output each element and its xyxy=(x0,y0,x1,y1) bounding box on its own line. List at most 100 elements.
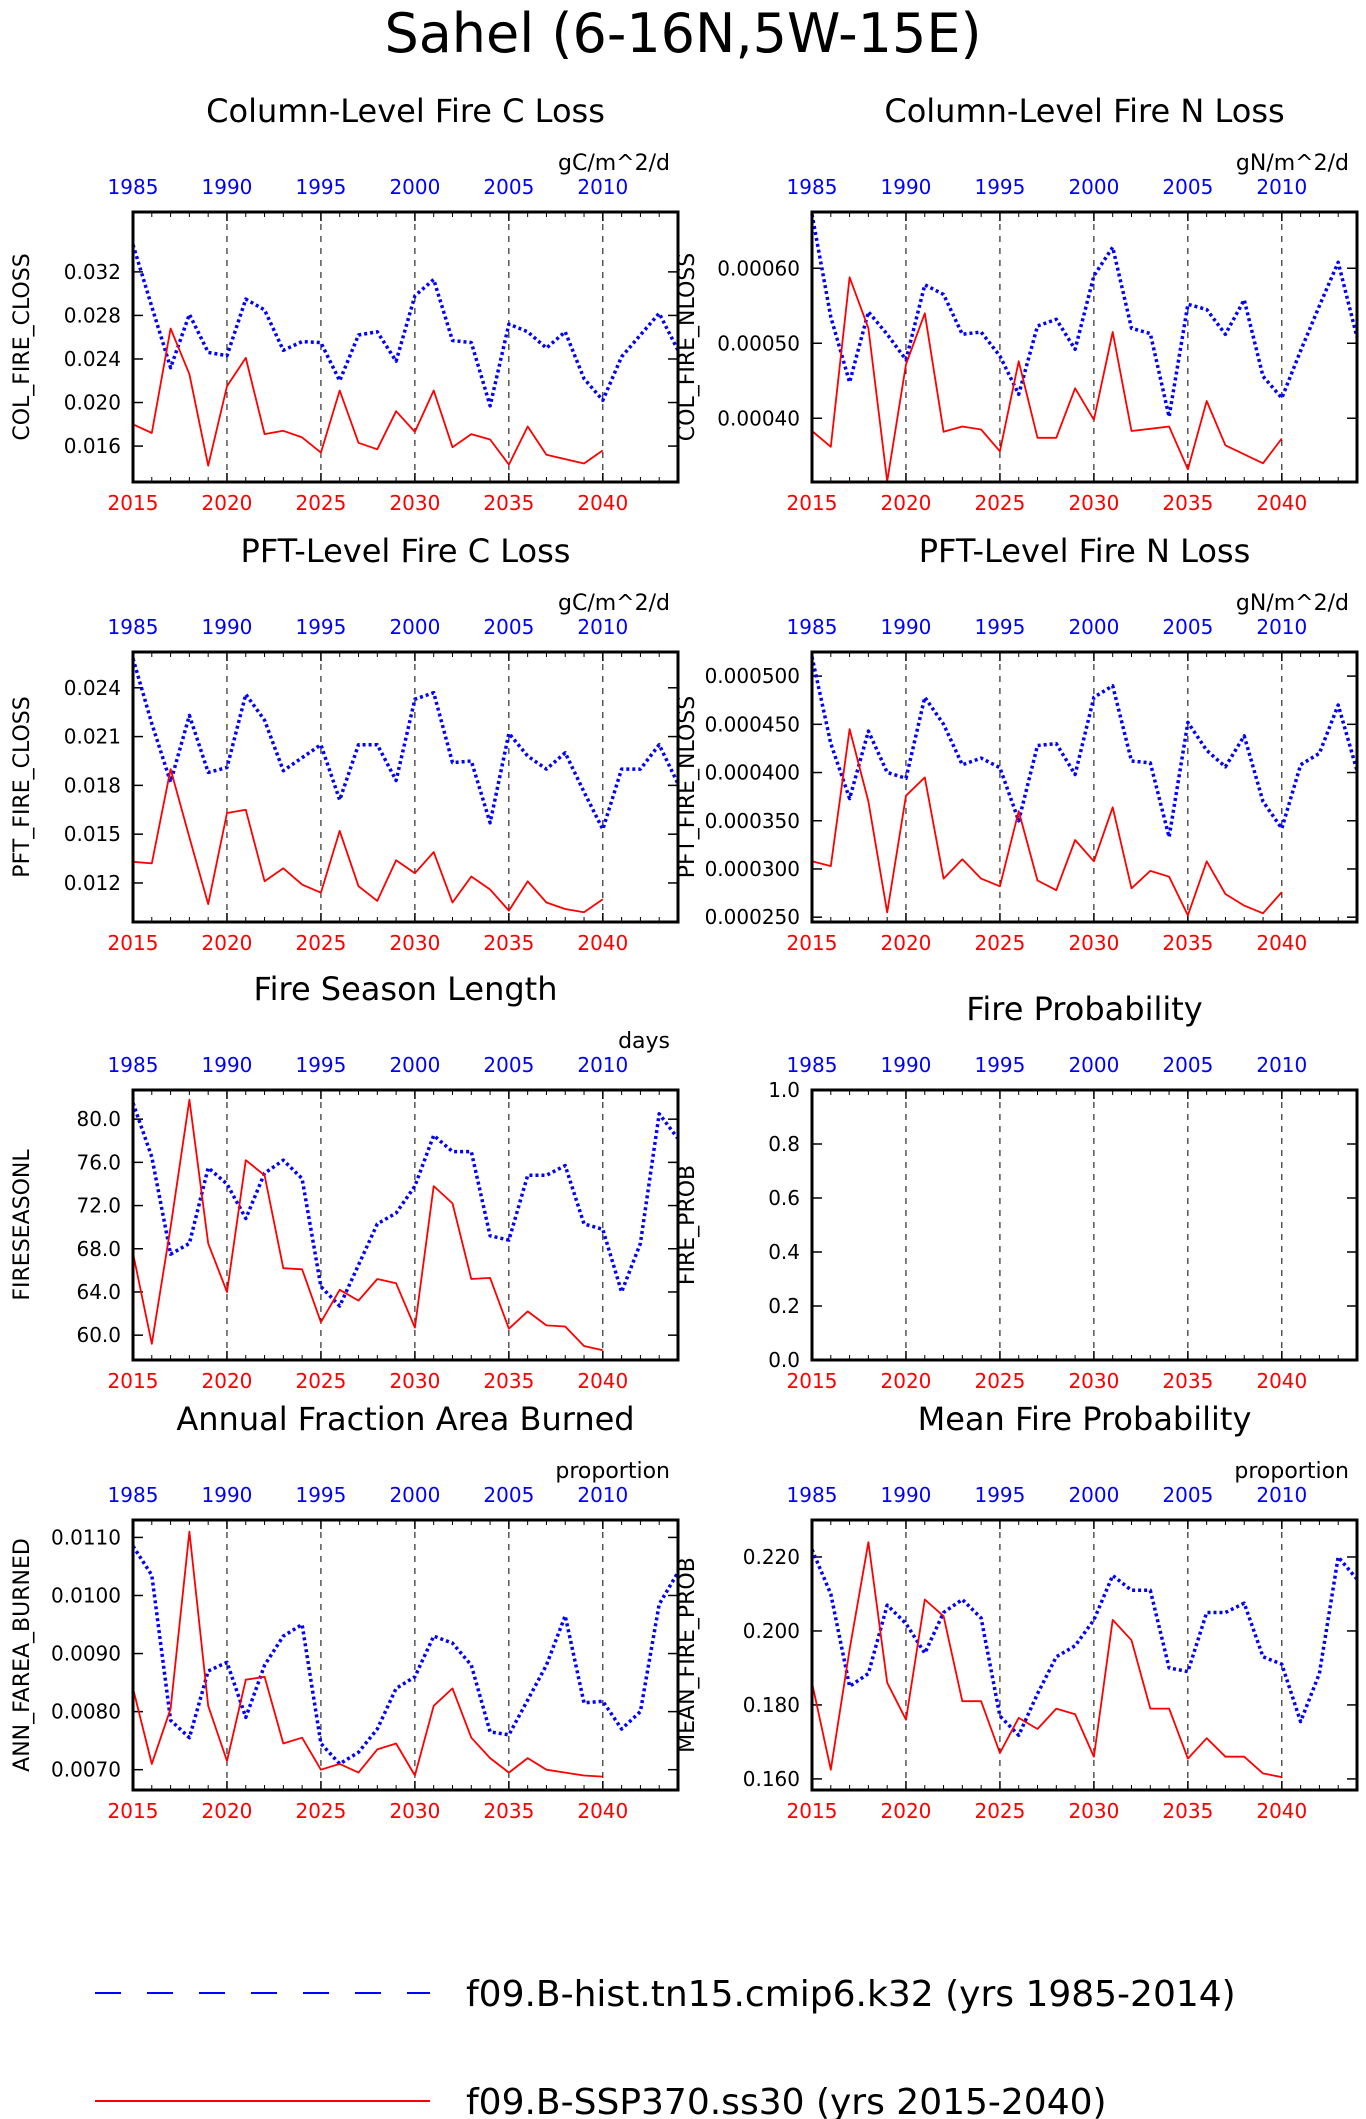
x-tick-label-top: 1985 xyxy=(108,1053,159,1077)
panel-title: Fire Probability xyxy=(966,990,1202,1028)
y-tick-label: 0.024 xyxy=(64,676,121,700)
x-tick-label-top: 2005 xyxy=(483,175,534,199)
x-tick-label-bottom: 2030 xyxy=(389,491,440,515)
x-tick-label-bottom: 2035 xyxy=(1162,931,1213,955)
y-axis-label: COL_FIRE_CLOSS xyxy=(10,253,35,440)
x-tick-label-bottom: 2035 xyxy=(1162,1799,1213,1823)
y-axis-label: COL_FIRE_NLOSS xyxy=(675,253,700,441)
x-tick-label-top: 2005 xyxy=(1162,1053,1213,1077)
x-tick-label-bottom: 2030 xyxy=(389,1799,440,1823)
x-tick-label-top: 2000 xyxy=(1068,615,1119,639)
panel-8: Mean Fire Probability proportion 2015 1985 2… xyxy=(675,1400,1359,1823)
units-label: gC/m^2/d xyxy=(558,151,670,176)
y-tick-label: 0.160 xyxy=(743,1767,800,1791)
x-tick-label-bottom: 2015 xyxy=(108,1369,159,1393)
x-tick-label-bottom: 2020 xyxy=(202,1369,253,1393)
series-line-hist xyxy=(131,244,680,408)
x-tick-label-top: 1985 xyxy=(108,175,159,199)
plot-frame xyxy=(810,1088,1359,1362)
y-tick-label: 60.0 xyxy=(76,1323,121,1347)
x-tick-label-top: 1995 xyxy=(974,175,1025,199)
x-tick-label-bottom: 2040 xyxy=(577,931,628,955)
y-tick-label: 0.6 xyxy=(768,1186,800,1210)
x-tick-label-bottom: 2035 xyxy=(1162,491,1213,515)
y-tick-label: 0.000300 xyxy=(705,857,800,881)
plot-frame xyxy=(810,1518,1359,1792)
panel-4: PFT-Level Fire N Loss gN/m^2/d 2015 1985 202… xyxy=(675,532,1359,955)
units-label: proportion xyxy=(1234,1459,1349,1484)
units-label: days xyxy=(618,1029,670,1054)
x-tick-label-top: 2000 xyxy=(389,615,440,639)
x-tick-label-bottom: 2015 xyxy=(787,1369,838,1393)
y-tick-label: 0.200 xyxy=(743,1619,800,1643)
series-line-ssp xyxy=(132,1098,604,1352)
x-tick-label-bottom: 2015 xyxy=(108,1799,159,1823)
y-tick-label: 0.000500 xyxy=(705,664,800,688)
x-tick-label-bottom: 2035 xyxy=(483,1369,534,1393)
legend-label: f09.B-hist.tn15.cmip6.k32 (yrs 1985-2014… xyxy=(466,1974,1236,2015)
plot-frame xyxy=(131,210,680,484)
x-tick-label-bottom: 2025 xyxy=(974,1799,1025,1823)
series-line-ssp xyxy=(811,728,1283,917)
x-tick-label-top: 1985 xyxy=(787,1053,838,1077)
y-tick-label: 1.0 xyxy=(768,1078,800,1102)
y-tick-label: 0.028 xyxy=(64,303,121,327)
series-line-hist xyxy=(131,1545,680,1766)
series-line-hist xyxy=(131,1102,680,1308)
y-tick-label: 0.0090 xyxy=(51,1642,121,1666)
panel-7: Annual Fraction Area Burnedproportion201… xyxy=(10,1400,680,1823)
panel-3: PFT-Level Fire C Loss gC/m^2/d 2015 1985 202… xyxy=(10,532,680,955)
x-tick-label-bottom: 2025 xyxy=(295,931,346,955)
x-tick-label-bottom: 2025 xyxy=(974,931,1025,955)
x-tick-label-top: 2010 xyxy=(1256,1483,1307,1507)
x-tick-label-bottom: 2020 xyxy=(881,1799,932,1823)
plot-frame xyxy=(810,650,1359,924)
x-tick-label-top: 1995 xyxy=(295,1483,346,1507)
x-tick-label-top: 1990 xyxy=(202,1053,253,1077)
x-tick-label-top: 2005 xyxy=(483,1053,534,1077)
y-tick-label: 0.016 xyxy=(64,434,121,458)
y-tick-label: 0.000400 xyxy=(705,761,800,785)
x-tick-label-top: 2000 xyxy=(1068,1483,1119,1507)
x-tick-label-bottom: 2025 xyxy=(974,491,1025,515)
x-tick-label-top: 2010 xyxy=(1256,1053,1307,1077)
x-tick-label-top: 1990 xyxy=(881,615,932,639)
y-tick-label: 0.021 xyxy=(64,725,121,749)
y-axis-label: PFT_FIRE_NLOSS xyxy=(675,696,700,878)
y-tick-label: 0.00060 xyxy=(717,256,800,280)
y-tick-label: 0.015 xyxy=(64,822,121,846)
y-tick-label: 72.0 xyxy=(76,1194,121,1218)
series-line-ssp xyxy=(132,327,604,467)
x-tick-label-top: 2000 xyxy=(389,175,440,199)
y-axis-label: PFT_FIRE_CLOSS xyxy=(10,696,35,877)
x-tick-label-bottom: 2040 xyxy=(577,491,628,515)
series-line-hist xyxy=(810,1548,1359,1738)
x-tick-label-top: 1995 xyxy=(295,615,346,639)
units-label: gN/m^2/d xyxy=(1236,591,1349,616)
y-tick-label: 0.8 xyxy=(768,1132,800,1156)
x-tick-label-bottom: 2020 xyxy=(881,931,932,955)
y-tick-label: 0.180 xyxy=(743,1693,800,1717)
x-tick-label-bottom: 2025 xyxy=(974,1369,1025,1393)
series-line-ssp xyxy=(132,1530,603,1778)
y-tick-label: 0.024 xyxy=(64,347,121,371)
x-tick-label-bottom: 2030 xyxy=(389,931,440,955)
x-tick-label-top: 2000 xyxy=(1068,1053,1119,1077)
x-tick-label-top: 1990 xyxy=(202,1483,253,1507)
panel-5: Fire Season Length days 2015 1985 2020 1990 20… xyxy=(10,970,680,1393)
x-tick-label-top: 1990 xyxy=(881,1053,932,1077)
x-tick-label-bottom: 2040 xyxy=(1256,491,1307,515)
x-tick-label-top: 2000 xyxy=(389,1483,440,1507)
x-tick-label-top: 2005 xyxy=(1162,175,1213,199)
y-axis-label: FIRESEASONL xyxy=(10,1149,35,1301)
x-tick-label-top: 1990 xyxy=(202,615,253,639)
x-tick-label-bottom: 2035 xyxy=(1162,1369,1213,1393)
series-line-ssp xyxy=(811,276,1283,483)
x-tick-label-bottom: 2030 xyxy=(1068,1369,1119,1393)
x-tick-label-bottom: 2020 xyxy=(881,491,932,515)
x-tick-label-top: 1985 xyxy=(787,1483,838,1507)
x-tick-label-bottom: 2025 xyxy=(295,1799,346,1823)
x-tick-label-top: 1990 xyxy=(202,175,253,199)
panels: Column-Level Fire C Loss gC/m^2/d 2015 1985… xyxy=(10,92,1359,1823)
y-tick-label: 0.000450 xyxy=(705,712,800,736)
